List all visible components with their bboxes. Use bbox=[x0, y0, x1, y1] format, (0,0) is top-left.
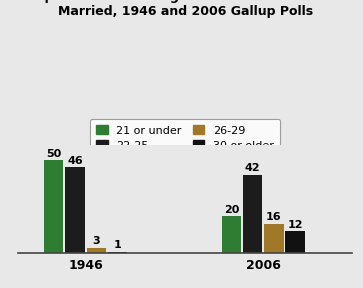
Text: 3: 3 bbox=[93, 236, 100, 246]
Text: 1: 1 bbox=[114, 240, 122, 250]
Bar bbox=[285, 231, 305, 253]
Bar bbox=[108, 252, 127, 253]
Bar bbox=[264, 223, 284, 253]
Text: 42: 42 bbox=[245, 164, 260, 173]
Text: 16: 16 bbox=[266, 212, 282, 222]
Text: 20: 20 bbox=[224, 204, 239, 215]
Bar bbox=[44, 160, 64, 253]
Legend: 21 or under, 22-25, 26-29, 30 or older: 21 or under, 22-25, 26-29, 30 or older bbox=[90, 119, 281, 157]
Text: 46: 46 bbox=[67, 156, 83, 166]
Bar bbox=[243, 175, 262, 253]
Bar bbox=[221, 216, 241, 253]
Text: 50: 50 bbox=[46, 149, 61, 158]
Text: 12: 12 bbox=[287, 219, 303, 230]
Bar bbox=[65, 168, 85, 253]
Bar bbox=[86, 248, 106, 253]
Title: Opinions on Ideal Ages for a Woman to Get
Married, 1946 and 2006 Gallup Polls: Opinions on Ideal Ages for a Woman to Ge… bbox=[34, 0, 336, 18]
